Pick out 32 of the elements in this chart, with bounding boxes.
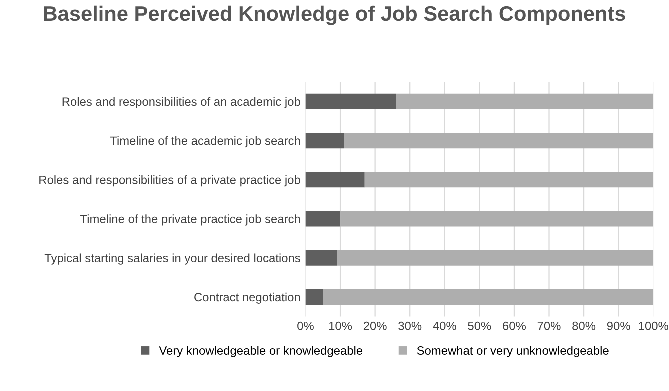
- bar: [396, 94, 654, 110]
- x-tick-label: 90%: [607, 322, 630, 330]
- x-tick-label: 0%: [298, 322, 314, 330]
- legend-label: Somewhat or very unknowledgeable: [417, 346, 609, 358]
- bar: [344, 132, 654, 149]
- x-tick-label: 60%: [503, 322, 526, 330]
- bar: [306, 211, 341, 227]
- x-tick-label: 40%: [433, 322, 456, 330]
- x-tick-label: 30%: [398, 322, 422, 330]
- bar: [306, 289, 324, 305]
- bar: [364, 172, 654, 188]
- x-tick-label: 70%: [538, 322, 561, 330]
- y-tick-label: Roles and responsibilities of a private practice job: [40, 176, 300, 187]
- x-tick-label: 50%: [468, 322, 492, 330]
- x-tick-label: 20%: [364, 322, 387, 330]
- x-tick-label: 10%: [329, 322, 352, 330]
- bar: [306, 94, 396, 110]
- y-tick-label: Timeline of the private practice job search: [80, 214, 300, 226]
- bar: [306, 172, 365, 188]
- bar: [306, 250, 338, 266]
- y-tick-label: Typical starting salaries in your desired locations: [44, 254, 300, 265]
- x-tick-label: 100%: [639, 322, 668, 330]
- bar: [306, 132, 344, 149]
- y-tick-label: Timeline of the academic job search: [110, 136, 300, 148]
- y-tick-label: Contract negotiation: [194, 292, 300, 304]
- y-tick-label: Roles and responsibilities of an academic job: [62, 97, 300, 108]
- bar: [340, 211, 654, 227]
- bar: [337, 250, 654, 266]
- legend-label: Very knowledgeable or knowledgeable: [159, 346, 363, 358]
- bar: [323, 289, 654, 305]
- x-tick-label: 80%: [572, 322, 596, 330]
- chart-title: Baseline Perceived Knowledge of Job Search Components: [44, 6, 626, 26]
